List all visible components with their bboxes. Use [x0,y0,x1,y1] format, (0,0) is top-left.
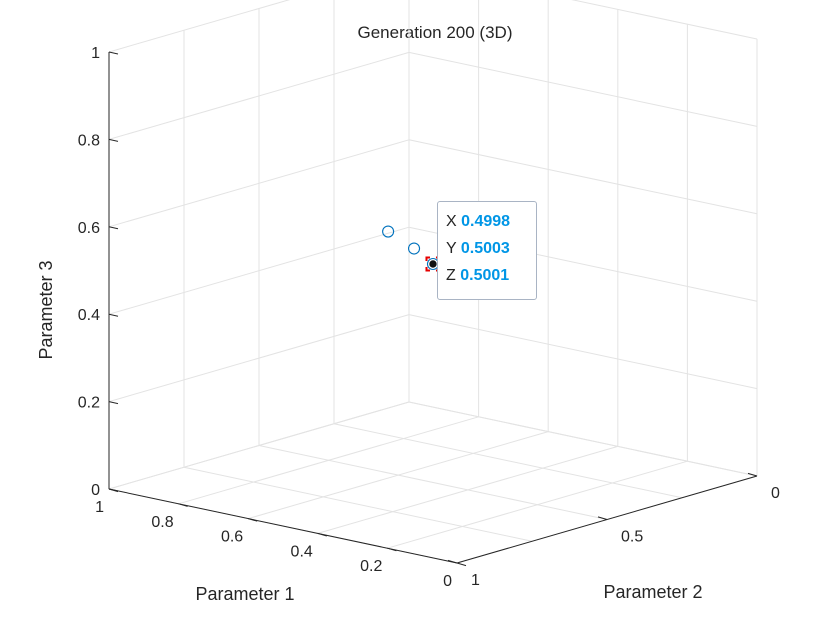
z-tick-label: 1 [91,45,100,62]
y-tick [747,472,758,477]
z-tick-label: 0.4 [78,307,100,324]
selection-corner [425,256,430,261]
floor-gridline-y [258,445,608,520]
wall-gridline-z [108,314,410,403]
wall-gridline-z [108,51,410,140]
y-tick-label: 1 [471,572,480,589]
floor-gridline-y [183,466,533,542]
z-tick-label: 0.6 [78,220,100,237]
wall-gridline-z [108,401,410,490]
wall-gridline-z [408,401,758,477]
datatip-y-value: 0.5003 [460,240,510,257]
x-tick [248,518,258,522]
x-tick-label: 0.2 [360,558,382,575]
datatip-x-value: 0.4998 [461,213,511,230]
z-tick-label: 0.2 [78,395,100,412]
datatip-z-value: 0.5001 [460,267,510,284]
y-tick-label: 0.5 [621,529,643,546]
y-axis-label: Parameter 2 [603,582,702,602]
x-tick-label: 1 [95,499,104,516]
data-point[interactable] [407,242,421,255]
wall-gridline-z [108,0,291,53]
datatip-x-label: X [446,213,457,230]
x-tick-label: 0.8 [151,514,173,531]
x-axis-label: Parameter 1 [195,584,294,604]
datatip-y-label: Y [446,240,457,257]
x-tick-label: 0 [443,573,452,590]
wall-gridline-z [408,314,758,390]
datatip-x-row: X 0.4998 [446,208,536,235]
x-tick-label: 0.6 [221,529,243,546]
y-tick [597,516,608,520]
z-axis-label: Parameter 3 [36,260,56,359]
z-tick-label: 0 [91,482,100,499]
wall-gridline-z [408,139,758,215]
datatip-y-row: Y 0.5003 [446,235,536,262]
x-tick [317,532,327,537]
y-tick [447,559,458,564]
chart-title: Generation 200 (3D) [358,23,513,42]
axes [108,51,758,567]
x-tick [178,503,188,507]
data-tip[interactable]: X 0.4998 Y 0.5003 Z 0.5001 [437,201,537,300]
datatip-z-row: Z 0.5001 [446,262,536,289]
wall-gridline-z [108,226,410,315]
x-tick [456,562,467,567]
x-axis-line [108,488,458,564]
selection-corner [425,266,430,272]
floor-gridline-y [333,423,683,499]
z-tick-label: 0.8 [78,132,100,149]
z-tick [108,226,119,230]
z-tick [108,138,119,142]
z-tick [108,401,119,405]
data-point[interactable] [382,225,395,238]
datatip-z-label: Z [446,267,456,284]
x-tick-label: 0.4 [291,543,313,560]
wall-gridline-z [408,51,758,127]
z-tick [108,488,119,492]
x-tick [387,547,397,552]
y-tick-label: 0 [771,485,780,502]
grid [108,0,758,564]
selected-data-point[interactable] [428,259,438,269]
wall-gridline-z [571,0,758,40]
z-tick [108,313,119,317]
wall-gridline-z [108,139,410,228]
z-tick [108,51,119,55]
